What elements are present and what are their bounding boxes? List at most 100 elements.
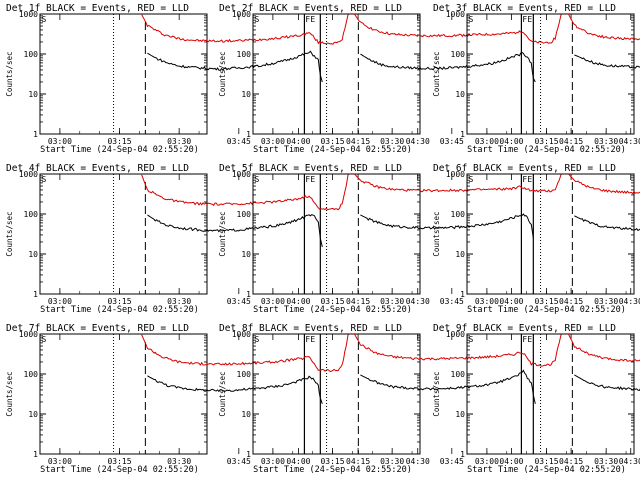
lld-series-line — [567, 333, 640, 362]
flag-label: F — [305, 335, 310, 344]
events-series-line — [147, 50, 323, 83]
y-tick-label: 1 — [33, 130, 38, 139]
y-tick-label: 10 — [455, 250, 465, 259]
y-tick-label: 1000 — [19, 330, 38, 339]
x-tick-label: 04:15 — [559, 137, 583, 146]
panel-title: Det 9f BLACK = Events, RED = LLD — [433, 323, 616, 334]
x-tick-label: 04:15 — [559, 457, 583, 466]
plot-frame — [466, 13, 635, 135]
x-tick-label: 03:00 — [48, 137, 72, 146]
y-tick-label: 100 — [237, 210, 252, 219]
x-tick-label: 04:00 — [286, 137, 310, 146]
panel-title: Det 4f BLACK = Events, RED = LLD — [6, 163, 189, 174]
y-axis-label: Counts/sec — [218, 371, 227, 416]
x-tick-label: 04:15 — [346, 137, 370, 146]
x-tick-label: 03:00 — [475, 457, 499, 466]
x-tick-label: 03:00 — [48, 297, 72, 306]
y-tick-label: 100 — [451, 50, 466, 59]
x-tick-label: 03:15 — [107, 137, 131, 146]
x-tick-label: 03:00 — [48, 457, 72, 466]
x-tick-label: 03:45 — [440, 297, 464, 306]
lld-series-line — [567, 13, 640, 41]
y-tick-label: 10 — [241, 250, 251, 259]
x-tick-label: 04:30 — [619, 457, 640, 466]
flag-label: F — [522, 335, 527, 344]
corner-label: S — [42, 175, 47, 184]
y-tick-label: 100 — [237, 50, 252, 59]
x-tick-label: 03:00 — [261, 297, 285, 306]
panel-det-8: Det 8f BLACK = Events, RED = LLD11010010… — [218, 323, 640, 475]
x-tick-label: 04:30 — [406, 297, 430, 306]
x-tick-label: 04:00 — [286, 457, 310, 466]
flag-label: E — [527, 335, 532, 344]
x-tick-label: 03:45 — [440, 457, 464, 466]
x-axis-label: Start Time (24-Sep-04 02:55:20) — [40, 465, 199, 475]
y-tick-label: 1 — [246, 130, 251, 139]
y-tick-label: 1 — [460, 290, 465, 299]
flag-label: E — [310, 335, 315, 344]
flag-label: F — [305, 15, 310, 24]
x-tick-label: 04:30 — [406, 457, 430, 466]
x-tick-label: 03:15 — [320, 137, 344, 146]
panel-title: Det 1f BLACK = Events, RED = LLD — [6, 3, 189, 14]
y-tick-label: 1000 — [19, 170, 38, 179]
x-tick-label: 04:00 — [499, 137, 523, 146]
x-axis-label: Start Time (24-Sep-04 02:55:20) — [467, 305, 626, 315]
lld-series-line — [568, 173, 640, 195]
panel-title: Det 2f BLACK = Events, RED = LLD — [219, 3, 402, 14]
y-tick-label: 1000 — [232, 10, 251, 19]
corner-label: S — [469, 335, 474, 344]
events-series-line — [147, 375, 323, 404]
y-tick-label: 100 — [451, 370, 466, 379]
flag-label: E — [310, 15, 315, 24]
x-tick-label: 03:15 — [534, 137, 558, 146]
y-tick-label: 100 — [237, 370, 252, 379]
flag-label: E — [527, 15, 532, 24]
x-axis-label: Start Time (24-Sep-04 02:55:20) — [40, 145, 199, 155]
panel-title: Det 6f BLACK = Events, RED = LLD — [433, 163, 616, 174]
x-tick-label: 03:15 — [534, 457, 558, 466]
x-tick-label: 03:30 — [594, 137, 618, 146]
x-tick-label: 04:00 — [286, 297, 310, 306]
panel-title: Det 7f BLACK = Events, RED = LLD — [6, 323, 189, 334]
events-series-line — [360, 213, 534, 239]
y-axis-label: Counts/sec — [5, 211, 14, 256]
x-axis-label: Start Time (24-Sep-04 02:55:20) — [253, 145, 412, 155]
y-tick-label: 10 — [241, 410, 251, 419]
plot-frame — [39, 13, 208, 135]
x-axis-label: Start Time (24-Sep-04 02:55:20) — [467, 465, 626, 475]
panel-det-6: Det 6f BLACK = Events, RED = LLD 1 10 100 10… — [432, 163, 640, 315]
x-tick-label: 03:30 — [594, 297, 618, 306]
x-tick-label: 03:15 — [107, 457, 131, 466]
y-tick-label: 1 — [460, 450, 465, 459]
x-tick-label: 03:45 — [227, 457, 251, 466]
lld-series-line — [353, 333, 562, 367]
y-axis-label: Counts/sec — [432, 211, 441, 256]
y-tick-label: 10 — [28, 90, 38, 99]
y-tick-label: 100 — [24, 370, 39, 379]
lld-series-line — [354, 173, 562, 193]
x-tick-label: 04:30 — [619, 297, 640, 306]
plot-frame — [466, 333, 635, 455]
events-series-line — [574, 374, 640, 391]
y-tick-label: 100 — [24, 50, 39, 59]
y-tick-label: 1000 — [446, 10, 465, 19]
y-tick-label: 1 — [460, 130, 465, 139]
x-axis-label: Start Time (24-Sep-04 02:55:20) — [467, 145, 626, 155]
flag-label: F — [522, 175, 527, 184]
y-tick-label: 100 — [24, 210, 39, 219]
lld-series-line — [140, 13, 349, 45]
panel-det-9: Det 9f BLACK = Events, RED = LLD 1 10 100 10… — [432, 323, 640, 475]
x-tick-label: 03:30 — [380, 457, 404, 466]
y-tick-label: 100 — [451, 210, 466, 219]
x-tick-label: 03:15 — [320, 297, 344, 306]
y-tick-label: 1 — [246, 290, 251, 299]
lld-series-line — [353, 13, 562, 44]
y-axis-label: Counts/sec — [432, 371, 441, 416]
y-tick-label: 1 — [246, 450, 251, 459]
x-axis-label: Start Time (24-Sep-04 02:55:20) — [253, 465, 412, 475]
events-series-line — [360, 51, 536, 83]
panel-det-5: Det 5f BLACK = Events, RED = LLD11010010… — [218, 163, 640, 315]
x-axis-label: Start Time (24-Sep-04 02:55:20) — [40, 305, 199, 315]
